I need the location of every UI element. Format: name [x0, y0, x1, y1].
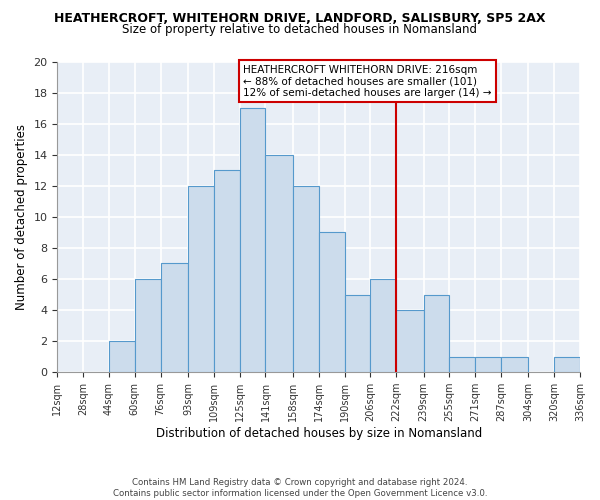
X-axis label: Distribution of detached houses by size in Nomansland: Distribution of detached houses by size … [155, 427, 482, 440]
Bar [135, 279, 161, 372]
Bar [475, 356, 501, 372]
Bar [319, 232, 344, 372]
Bar [396, 310, 424, 372]
Y-axis label: Number of detached properties: Number of detached properties [15, 124, 28, 310]
Bar [214, 170, 239, 372]
Bar [161, 264, 188, 372]
Text: Size of property relative to detached houses in Nomansland: Size of property relative to detached ho… [122, 22, 478, 36]
Bar [501, 356, 529, 372]
Text: HEATHERCROFT WHITEHORN DRIVE: 216sqm
← 88% of detached houses are smaller (101)
: HEATHERCROFT WHITEHORN DRIVE: 216sqm ← 8… [243, 64, 491, 98]
Text: Contains HM Land Registry data © Crown copyright and database right 2024.
Contai: Contains HM Land Registry data © Crown c… [113, 478, 487, 498]
Bar [188, 186, 214, 372]
Bar [554, 356, 580, 372]
Text: HEATHERCROFT, WHITEHORN DRIVE, LANDFORD, SALISBURY, SP5 2AX: HEATHERCROFT, WHITEHORN DRIVE, LANDFORD,… [54, 12, 546, 26]
Bar [265, 154, 293, 372]
Bar [344, 294, 370, 372]
Bar [239, 108, 265, 372]
Bar [449, 356, 475, 372]
Bar [109, 341, 135, 372]
Bar [370, 279, 396, 372]
Bar [424, 294, 449, 372]
Bar [293, 186, 319, 372]
